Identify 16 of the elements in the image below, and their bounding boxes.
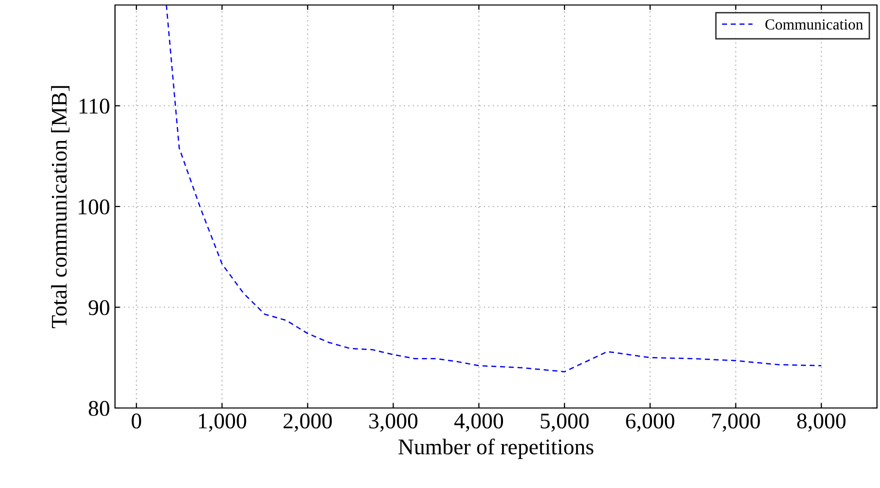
legend-label: Communication [765,19,864,30]
x-tick-label: 4,000 [454,414,504,432]
x-tick-label: 7,000 [712,414,760,432]
x-tick-label: 6,000 [626,414,674,432]
y-tick-label: 80 [88,400,110,416]
y-tick-label: 90 [88,300,110,316]
x-tick-label: 0 [132,414,142,428]
x-tick-label: 8,000 [797,414,846,432]
y-tick-label: 110 [80,98,110,114]
y-tick-label: 100 [78,199,110,214]
x-tick-label: 3,000 [369,414,418,432]
x-tick-label: 5,000 [540,414,589,432]
x-axis-title: Number of repetitions [398,438,594,459]
x-tick-label: 1,000 [198,414,246,432]
y-axis-title: Total communication [MB] [51,86,70,328]
x-tick-label: 2,000 [284,414,332,432]
